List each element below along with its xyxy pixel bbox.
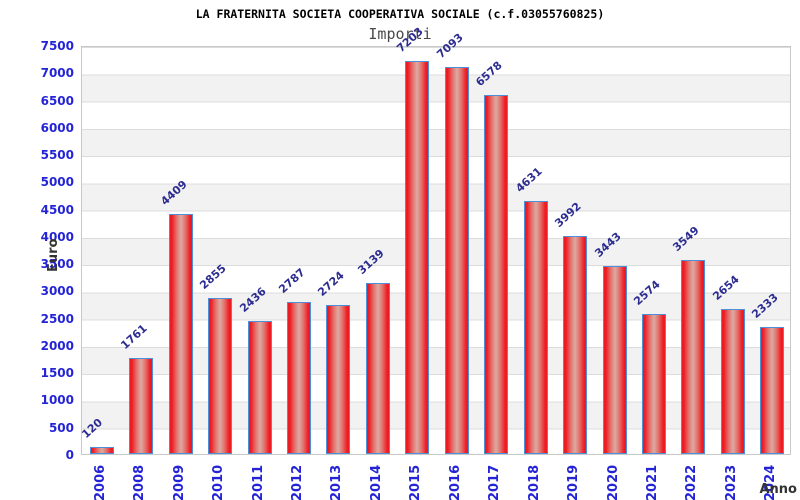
y-tick-label: 6500 (40, 93, 74, 108)
y-tick-label: 3000 (40, 284, 74, 299)
bar-2016 (444, 67, 469, 454)
y-tick-label: 2000 (40, 338, 74, 353)
bar-2015 (405, 61, 430, 454)
bar-value-label: 3443 (591, 230, 624, 261)
bar-2017 (484, 95, 509, 454)
bar-value-label: 2574 (631, 277, 663, 308)
x-tick-label: 2009 (171, 464, 187, 500)
x-axis-title: Anno (759, 482, 797, 497)
bar-2018 (523, 201, 548, 454)
y-tick-label: 500 (48, 420, 74, 435)
x-tick-label: 2020 (605, 464, 621, 500)
bar-2020 (602, 266, 627, 454)
bar-value-label: 120 (79, 416, 105, 442)
bar-value-label: 1761 (118, 321, 150, 352)
y-tick-label: 7500 (40, 39, 74, 53)
bar-2008 (129, 357, 154, 454)
bar-value-label: 2855 (197, 262, 229, 293)
y-tick-label: 0 (65, 448, 74, 462)
bar-2012 (286, 302, 311, 454)
bar-2019 (563, 236, 588, 454)
y-tick-label: 7000 (40, 66, 74, 81)
bar-2021 (641, 313, 666, 454)
y-tick-label: 1000 (40, 393, 74, 408)
bar-value-label: 3992 (552, 200, 584, 231)
x-tick-label: 2006 (92, 464, 108, 500)
chart-title: LA FRATERNITA SOCIETA COOPERATIVA SOCIAL… (195, 7, 605, 21)
x-tick-label: 2013 (329, 464, 345, 500)
x-tick-label: 2014 (368, 464, 384, 500)
x-tick-label: 2011 (250, 464, 266, 500)
bar-value-label: 2333 (749, 290, 782, 321)
y-tick-label: 4500 (40, 202, 74, 217)
bar-2010 (208, 298, 233, 454)
x-tick-label: 2022 (684, 464, 700, 500)
bar-value-label: 6578 (473, 59, 505, 90)
x-tick-label: 2019 (566, 464, 582, 500)
y-tick-label: 5500 (40, 148, 74, 163)
y-tick-label: 5000 (40, 175, 74, 190)
bar-2006 (89, 447, 114, 454)
bar-value-label: 2724 (315, 269, 348, 300)
bar-value-label: 2436 (236, 285, 269, 316)
x-tick-label: 2021 (644, 464, 660, 500)
y-axis-title: Euro (46, 238, 61, 272)
bar-value-label: 4631 (512, 165, 545, 196)
y-tick-label: 4000 (40, 229, 74, 244)
x-tick-label: 2016 (447, 464, 463, 500)
chart-subtitle: Importi (368, 25, 432, 43)
bar-2024 (760, 326, 785, 454)
bar-2009 (168, 213, 193, 454)
bar-value-label: 2654 (710, 273, 742, 304)
bar-2011 (247, 321, 272, 454)
bar-value-label: 2787 (276, 265, 308, 297)
bar-value-label: 3139 (355, 246, 387, 277)
y-tick-label: 2500 (40, 311, 74, 326)
y-tick-label: 3500 (40, 257, 74, 272)
bar-2014 (365, 282, 390, 454)
bar-value-label: 4409 (157, 177, 190, 208)
y-tick-label: 6000 (40, 120, 74, 135)
bar-value-label: 3549 (670, 224, 703, 255)
x-tick-label: 2015 (408, 464, 424, 500)
bar-2013 (326, 305, 351, 454)
x-tick-label: 2012 (289, 464, 305, 500)
x-tick-label: 2008 (132, 464, 148, 500)
x-tick-label: 2023 (723, 464, 739, 500)
bar-2022 (681, 260, 706, 454)
y-tick-label: 1500 (40, 366, 74, 381)
x-tick-label: 2017 (487, 464, 503, 500)
bar-2023 (720, 309, 745, 454)
x-tick-label: 2018 (526, 464, 542, 500)
x-tick-label: 2010 (211, 464, 227, 500)
plot-area: 120 1761 4409 2855 2436 2787 2724 3139 7203 7093 6… (79, 25, 791, 455)
